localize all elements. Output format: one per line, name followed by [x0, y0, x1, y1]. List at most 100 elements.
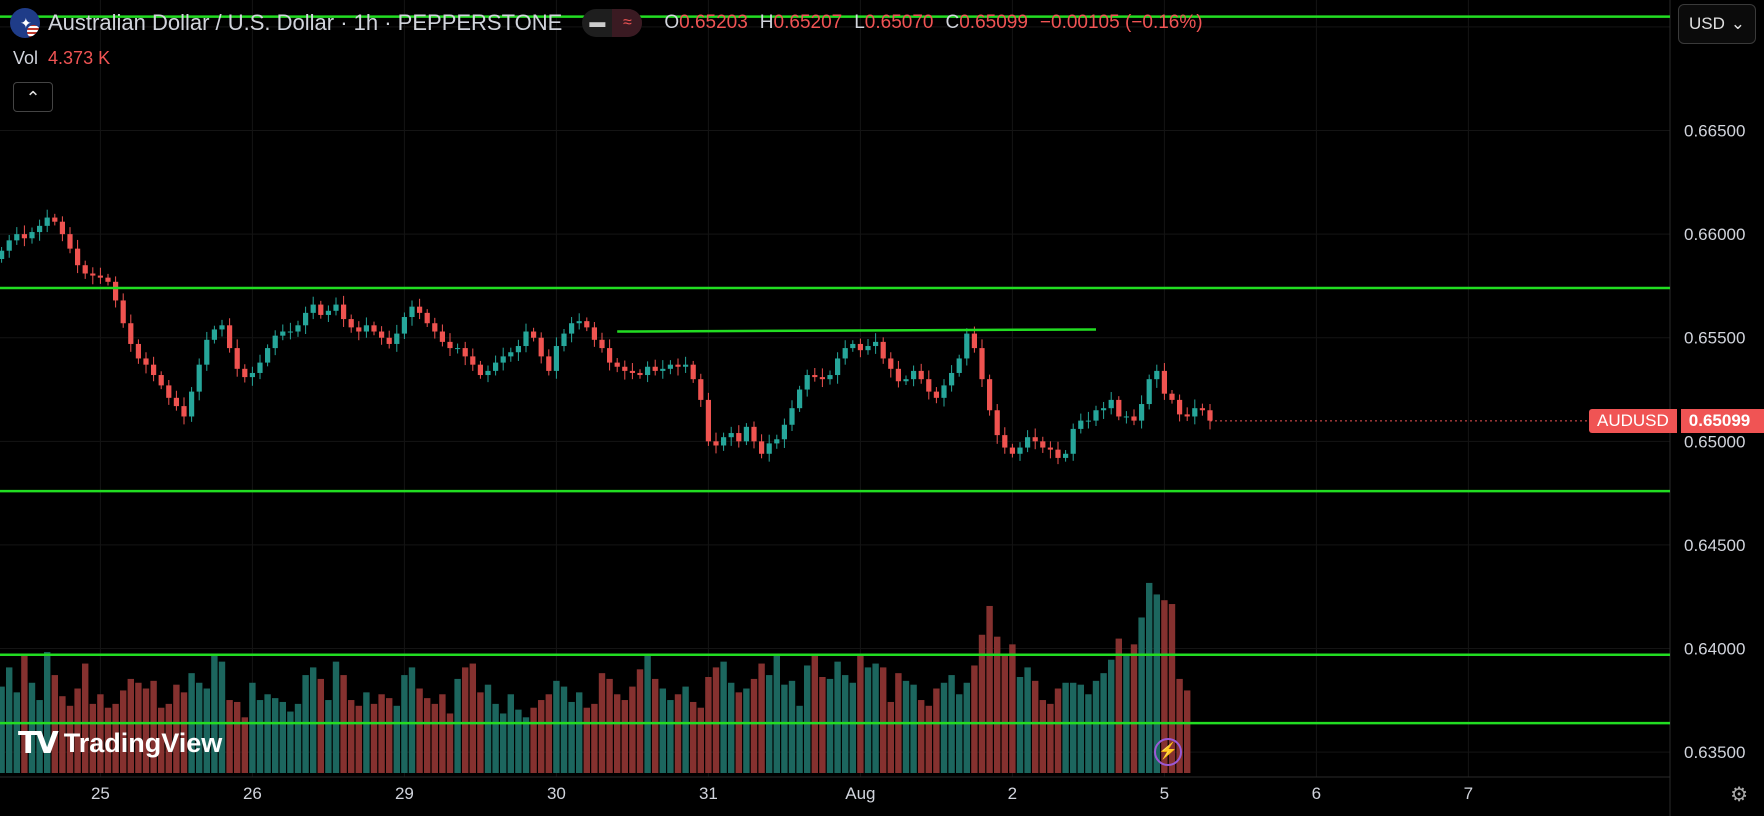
candle-body: [812, 375, 818, 378]
candle-body: [135, 343, 141, 359]
candle-body: [599, 339, 605, 349]
candle-body: [105, 277, 111, 282]
indicator-toggle-group[interactable]: ▬ ≈: [582, 9, 643, 37]
volume-bar: [568, 701, 575, 773]
candle-body: [371, 325, 377, 332]
volume-bar: [560, 686, 568, 773]
volume-bar: [59, 696, 66, 773]
candle-body: [128, 323, 134, 344]
volume-bar: [1161, 600, 1168, 773]
volume-bar: [880, 667, 887, 773]
volume-bar: [287, 711, 294, 773]
y-tick-label: 0.64000: [1684, 640, 1745, 659]
x-tick-label: 25: [91, 784, 110, 803]
lightning-icon[interactable]: ⚡: [1154, 738, 1182, 766]
candle-body: [797, 389, 803, 409]
volume-bar: [112, 703, 119, 773]
volume-bar: [788, 680, 796, 773]
volume-bar: [659, 688, 666, 773]
settings-gear-icon[interactable]: ⚙: [1730, 784, 1748, 806]
candle-body: [211, 329, 217, 340]
volume-legend: Vol 4.373 K: [13, 48, 110, 69]
x-tick-label: 6: [1312, 784, 1321, 803]
volume-bar: [994, 636, 1001, 773]
candle-body: [1177, 399, 1183, 415]
volume-bar: [363, 692, 370, 773]
chevron-up-icon: ⌃: [25, 88, 41, 108]
candle-body: [280, 331, 286, 336]
candle-body: [1055, 449, 1061, 458]
candle-body: [667, 364, 673, 369]
candle-body: [781, 424, 787, 440]
volume-bar: [310, 667, 317, 773]
volume-bar: [13, 692, 20, 773]
volume-bar: [74, 688, 81, 773]
volume-bar: [530, 707, 537, 773]
volume-bar: [1047, 703, 1054, 773]
y-tick-label: 0.65500: [1684, 329, 1745, 348]
currency-selector[interactable]: USD ⌄: [1678, 4, 1756, 44]
volume-bar: [211, 655, 218, 773]
candle-body: [523, 331, 529, 347]
candle-body: [234, 348, 240, 369]
candle-body: [52, 217, 58, 222]
candle-body: [569, 323, 575, 334]
candle-body: [880, 341, 886, 359]
x-tick-label: 29: [395, 784, 414, 803]
candle-body: [553, 346, 559, 371]
volume-bar: [484, 684, 492, 773]
volume-bar: [44, 652, 51, 773]
candle-body: [386, 337, 392, 344]
candle-body: [1040, 441, 1046, 448]
volume-bar: [925, 705, 932, 773]
candle-body: [698, 379, 704, 400]
wave-icon[interactable]: ≈: [612, 9, 643, 37]
collapse-legend-button[interactable]: ⌃: [13, 82, 53, 112]
candle-body: [196, 364, 202, 392]
volume-bar: [978, 634, 986, 773]
price-tag-value: 0.65099: [1680, 408, 1764, 433]
candle-body: [432, 323, 438, 332]
candle-body: [1063, 453, 1069, 458]
volume-bar: [956, 694, 963, 773]
candle-body: [645, 366, 651, 376]
candle-body: [926, 379, 932, 392]
candle-body: [683, 364, 689, 367]
candle-body: [158, 375, 164, 386]
candle-body: [1093, 410, 1099, 421]
volume-bar: [735, 692, 742, 773]
candle-body: [500, 356, 506, 363]
candle-body: [1169, 393, 1175, 400]
minus-icon[interactable]: ▬: [589, 14, 606, 31]
x-tick-label: 30: [547, 784, 566, 803]
volume-bar: [728, 682, 735, 773]
low-key: L: [854, 12, 865, 33]
x-tick-label: 26: [243, 784, 262, 803]
volume-bar: [872, 663, 879, 773]
candle-body: [90, 273, 96, 276]
volume-bar: [21, 655, 28, 773]
candle-body: [1123, 416, 1129, 418]
volume-bar: [849, 682, 856, 773]
candle-body: [37, 225, 43, 233]
volume-bar: [1153, 594, 1160, 773]
candle-body: [1199, 408, 1205, 411]
candle-body: [895, 368, 901, 382]
candle-body: [333, 304, 339, 311]
symbol-title[interactable]: Australian Dollar / U.S. Dollar · 1h · P…: [48, 10, 563, 35]
volume-bar: [0, 686, 5, 773]
candle-body: [82, 265, 88, 274]
volume-bar: [796, 705, 803, 773]
volume-bar: [1039, 700, 1046, 773]
volume-bar: [1146, 582, 1153, 773]
candle-body: [835, 358, 841, 376]
candle-body: [622, 366, 628, 371]
candle-body: [227, 325, 233, 349]
volume-bar: [538, 700, 545, 773]
candle-body: [151, 364, 157, 376]
volume-bar: [28, 682, 36, 773]
candle-body: [394, 333, 400, 344]
tradingview-logo[interactable]: 𝗧𝗩 TradingView: [18, 726, 222, 761]
candle-body: [97, 275, 103, 278]
